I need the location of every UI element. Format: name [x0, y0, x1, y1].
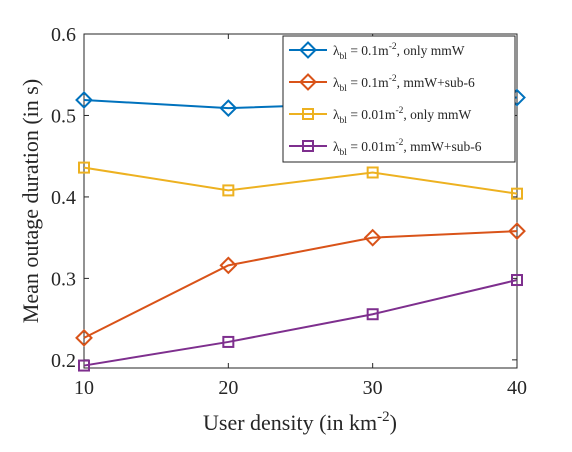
- x-tick-label: 20: [218, 377, 238, 399]
- data-point: [508, 222, 526, 241]
- y-axis-label: Mean outage duration (in s): [18, 79, 43, 323]
- legend-label: λbl = 0.1m-2, mmW+sub-6: [333, 74, 475, 94]
- series-line: [83, 279, 518, 367]
- legend-marker: [299, 41, 317, 59]
- data-point: [78, 359, 90, 372]
- legend-item: λbl = 0.1m-2, only mmW: [289, 41, 465, 62]
- y-tick-label: 0.6: [51, 24, 76, 46]
- data-point: [363, 228, 382, 247]
- legend-label: λbl = 0.01m-2, only mmW: [333, 106, 471, 126]
- legend-label: λbl = 0.1m-2, only mmW: [333, 42, 465, 62]
- legend-marker: [302, 108, 314, 120]
- data-point: [219, 99, 238, 118]
- legend-marker: [299, 73, 317, 91]
- x-tick-label: 40: [507, 377, 527, 399]
- series-line: [83, 230, 518, 339]
- series-line: [83, 166, 518, 195]
- x-axis-label: User density (in km-2): [203, 409, 397, 435]
- data-point: [78, 161, 90, 174]
- legend: λbl = 0.1m-2, only mmW λbl = 0.1m-2, mmW+…: [282, 35, 516, 163]
- y-tick-label: 0.2: [51, 350, 76, 372]
- legend-item: λbl = 0.01m-2, mmW+sub-6: [289, 138, 482, 158]
- legend-item: λbl = 0.01m-2, only mmW: [289, 106, 471, 126]
- data-point: [222, 335, 235, 348]
- x-tick-label: 30: [363, 377, 383, 399]
- y-tick-label: 0.3: [51, 268, 76, 290]
- y-tick-label: 0.5: [51, 105, 76, 127]
- data-point: [222, 184, 235, 197]
- series-4: [78, 274, 523, 372]
- data-point: [511, 274, 523, 287]
- data-point: [366, 166, 379, 179]
- legend-marker: [302, 140, 314, 152]
- series-3: [78, 161, 523, 200]
- axes-box: [83, 33, 518, 369]
- data-point: [75, 91, 93, 109]
- axes: 10 20 30 40 0.2 0.3 0.4 0.5 0.6: [51, 24, 527, 399]
- legend-box: [282, 35, 516, 163]
- legend-label: λbl = 0.01m-2, mmW+sub-6: [333, 138, 482, 158]
- data-point: [366, 308, 379, 321]
- y-tick-label: 0.4: [51, 187, 76, 209]
- legend-item: λbl = 0.1m-2, mmW+sub-6: [289, 73, 475, 94]
- series-2: [75, 222, 526, 347]
- data-point: [75, 328, 93, 347]
- x-tick-label: 10: [74, 377, 94, 399]
- data-point: [511, 187, 523, 200]
- data-point: [219, 256, 238, 275]
